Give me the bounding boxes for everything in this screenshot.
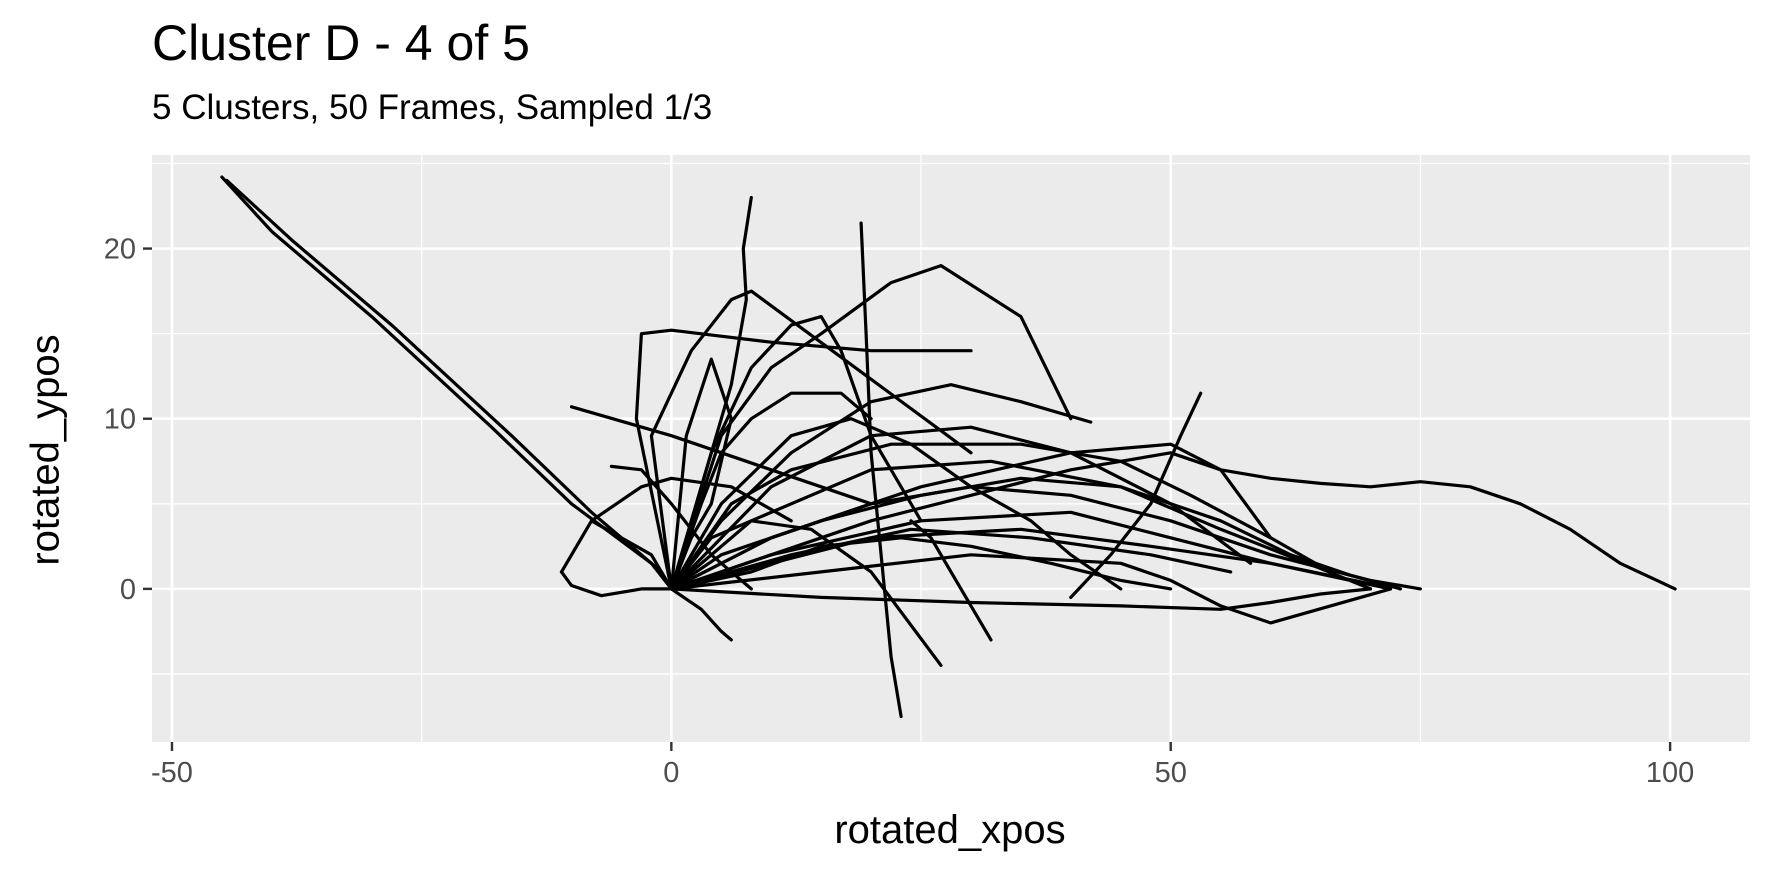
trajectory-line (669, 527, 1233, 591)
trajectory-line (909, 519, 993, 642)
trajectory-line (669, 417, 1123, 591)
x-axis-ticks: -50 0 50 100 (151, 742, 1694, 789)
y-axis-label: rotated_ypos (23, 334, 68, 566)
trajectory-line (669, 536, 1173, 591)
trajectory-line (669, 519, 943, 667)
trajectory-line (669, 391, 873, 591)
series-lines (220, 175, 1677, 719)
trajectory-line (669, 451, 1677, 591)
trajectory-line (649, 289, 973, 591)
x-tick-label: 100 (1646, 757, 1694, 789)
trajectory-line (669, 315, 923, 591)
trajectory-line (669, 587, 1373, 611)
y-axis-ticks: 0 10 20 (104, 234, 152, 606)
y-tick-label: 10 (104, 404, 136, 436)
trajectory-line (609, 464, 753, 591)
y-tick-label: 20 (104, 234, 136, 266)
y-tick-label: 0 (120, 574, 136, 606)
trajectory-line (634, 328, 973, 591)
trajectory-line (1069, 391, 1203, 599)
chart-subtitle: 5 Clusters, 50 Frames, Sampled 1/3 (152, 88, 713, 127)
trajectory-line (859, 221, 903, 719)
trajectory-line (669, 425, 1253, 591)
x-tick-label: -50 (151, 757, 193, 789)
trajectory-line (669, 553, 1393, 625)
trajectory-line (559, 570, 733, 642)
plot-panel (152, 155, 1750, 742)
grid-lines (152, 155, 1750, 742)
x-tick-label: 50 (1155, 757, 1187, 789)
x-tick-label: 0 (663, 757, 679, 789)
trajectory-line (559, 476, 793, 591)
x-axis-label: rotated_xpos (834, 808, 1066, 852)
chart-title: Cluster D - 4 of 5 (152, 15, 530, 71)
trajectory-line (669, 383, 1093, 591)
trajectory-line (669, 357, 733, 591)
